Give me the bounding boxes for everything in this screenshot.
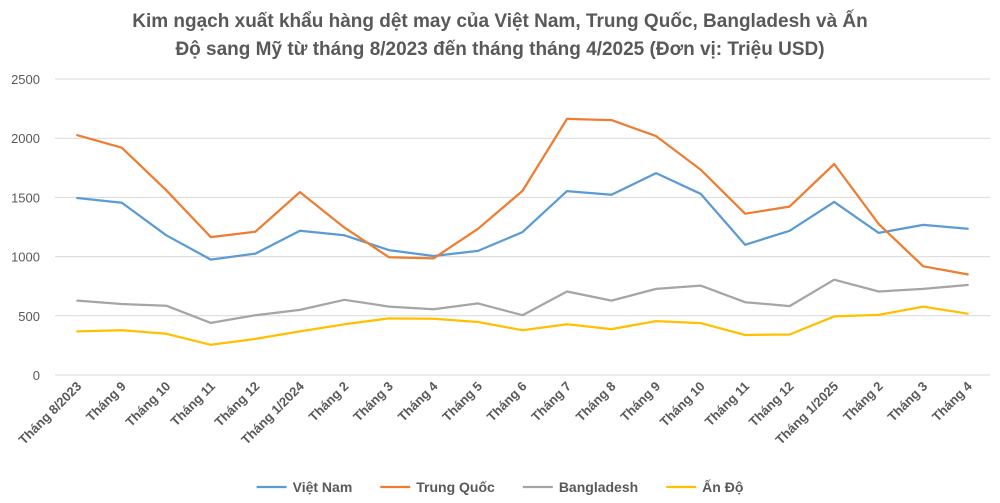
y-tick-label: 1000	[11, 250, 40, 265]
x-tick-label: Tháng 7	[528, 379, 574, 425]
y-tick-label: 1500	[11, 190, 40, 205]
x-tick-label: Tháng 11	[702, 379, 752, 429]
y-tick-label: 2000	[11, 131, 40, 146]
series-line	[76, 117, 969, 276]
series-lines	[76, 117, 969, 346]
y-tick-label: 500	[18, 309, 40, 324]
legend-label: Trung Quốc	[416, 479, 495, 495]
chart-title-line-1: Kim ngạch xuất khẩu hàng dệt may của Việ…	[132, 10, 868, 32]
x-tick-label: Tháng 10	[657, 379, 708, 430]
legend-label: Việt Nam	[293, 479, 353, 495]
series-line	[76, 278, 969, 325]
x-tick-label: Tháng 2	[306, 379, 352, 425]
x-tick-label: Tháng 9	[83, 379, 129, 425]
x-tick-label: Tháng 8	[573, 379, 619, 425]
x-tick-label: Tháng 9	[617, 379, 663, 425]
x-tick-label: Tháng 4	[929, 378, 975, 424]
chart-title-line-2: Độ sang Mỹ từ tháng 8/2023 đến tháng thá…	[175, 39, 824, 60]
legend-label: Ấn Độ	[702, 479, 743, 495]
legend-label: Bangladesh	[559, 479, 638, 495]
x-tick-label: Tháng 2	[840, 379, 886, 425]
x-tick-label: Tháng 8/2023	[16, 379, 85, 448]
x-tick-label: Tháng 6	[484, 379, 530, 425]
series-line	[76, 171, 969, 261]
y-axis-ticks: 0 500 1000 1500 2000 2500	[11, 72, 40, 383]
x-tick-label: Tháng 3	[350, 379, 396, 425]
x-tick-label: Tháng 3	[884, 379, 930, 425]
y-tick-label: 2500	[11, 72, 40, 87]
series-line	[76, 305, 969, 346]
x-tick-label: Tháng 11	[167, 379, 217, 429]
x-tick-label: Tháng 10	[122, 379, 173, 430]
x-tick-label: Tháng 4	[395, 378, 441, 424]
y-tick-label: 0	[33, 368, 40, 383]
gridlines	[55, 78, 990, 376]
legend: Việt Nam Trung Quốc Bangladesh Ấn Độ	[256, 479, 743, 495]
x-tick-label: Tháng 5	[439, 379, 485, 425]
